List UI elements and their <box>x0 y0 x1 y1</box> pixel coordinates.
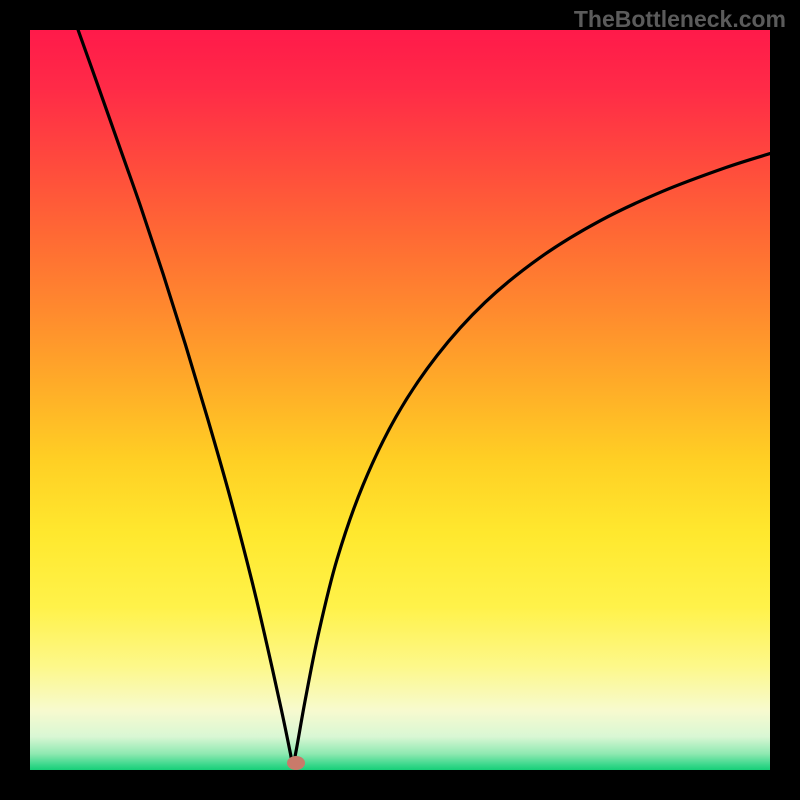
plot-area <box>30 30 770 770</box>
plot-svg <box>30 30 770 770</box>
gradient-background <box>30 30 770 770</box>
vertex-marker <box>287 756 305 770</box>
watermark-text: TheBottleneck.com <box>574 6 786 33</box>
